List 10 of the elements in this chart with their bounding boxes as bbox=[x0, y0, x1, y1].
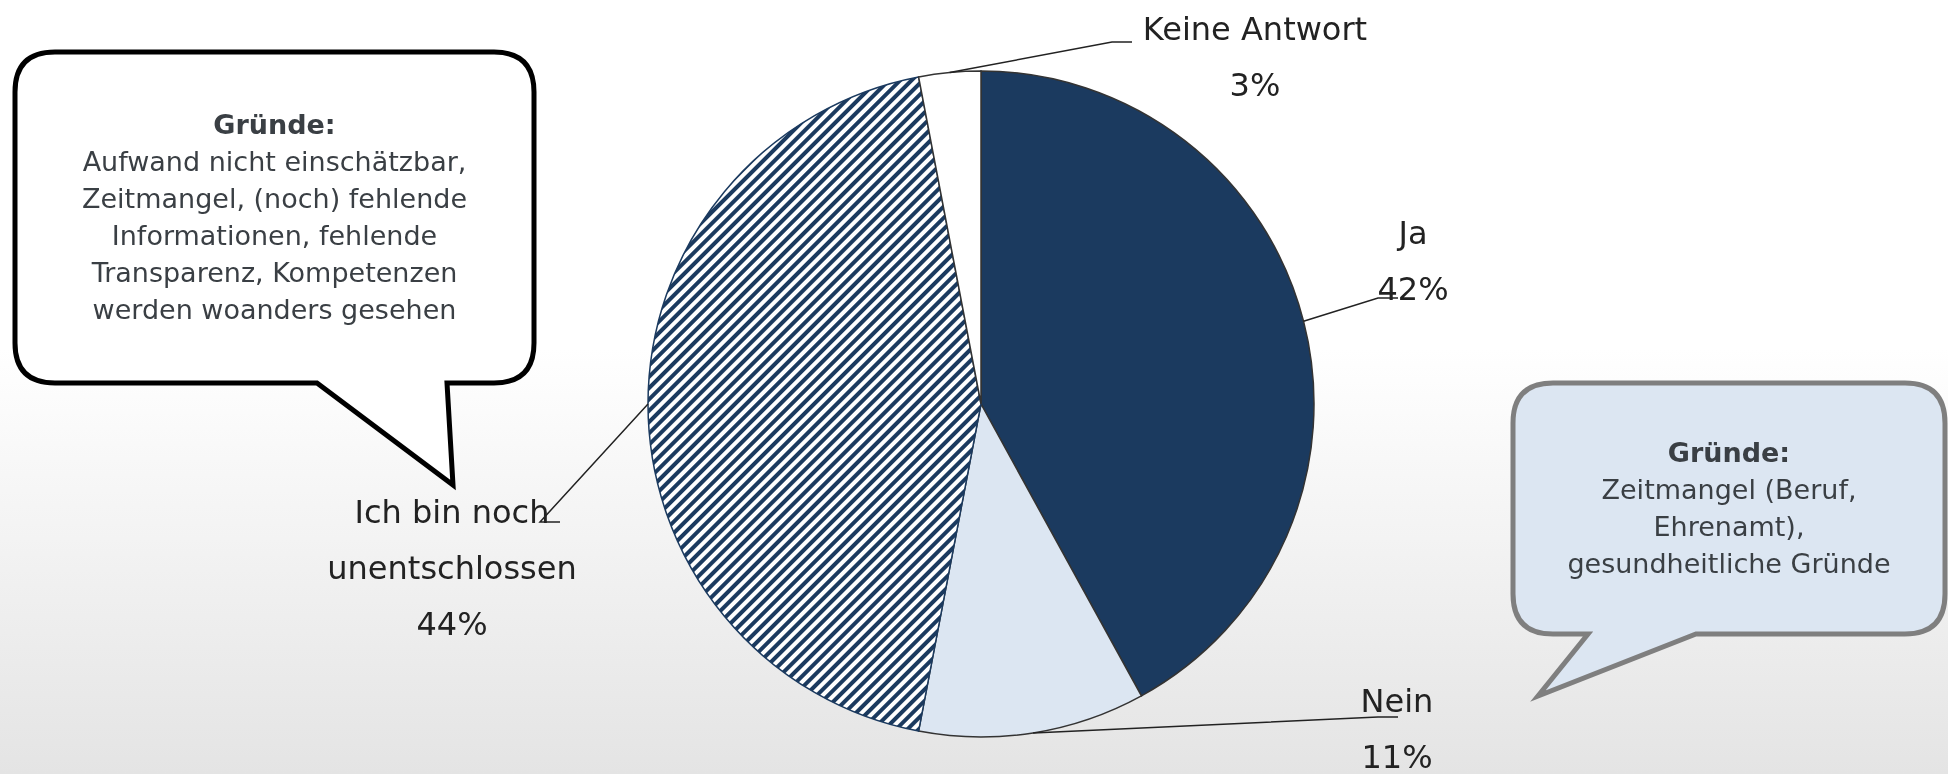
data-label: 44% bbox=[416, 605, 488, 643]
slice-label: Ich bin noch unentschlossen bbox=[327, 493, 577, 587]
data-label: 11% bbox=[1361, 738, 1433, 774]
slice-label: Keine Antwort bbox=[1142, 10, 1368, 48]
slice-label: Nein bbox=[1360, 682, 1434, 720]
text: Gründe: Zeitmangel (Beruf, Ehrenamt), gesundheitliche Gründe bbox=[1567, 437, 1891, 579]
slice-label: Ja bbox=[1396, 214, 1428, 252]
data-label: 3% bbox=[1229, 66, 1281, 104]
data-label: 42% bbox=[1377, 270, 1449, 308]
text: Gründe: Aufwand nicht einschätzbar, Zeitmangel, (noch) fehlende Informationen, fehlende Transparenz, Kompetenzen werden woanders gesehen bbox=[81, 109, 468, 325]
